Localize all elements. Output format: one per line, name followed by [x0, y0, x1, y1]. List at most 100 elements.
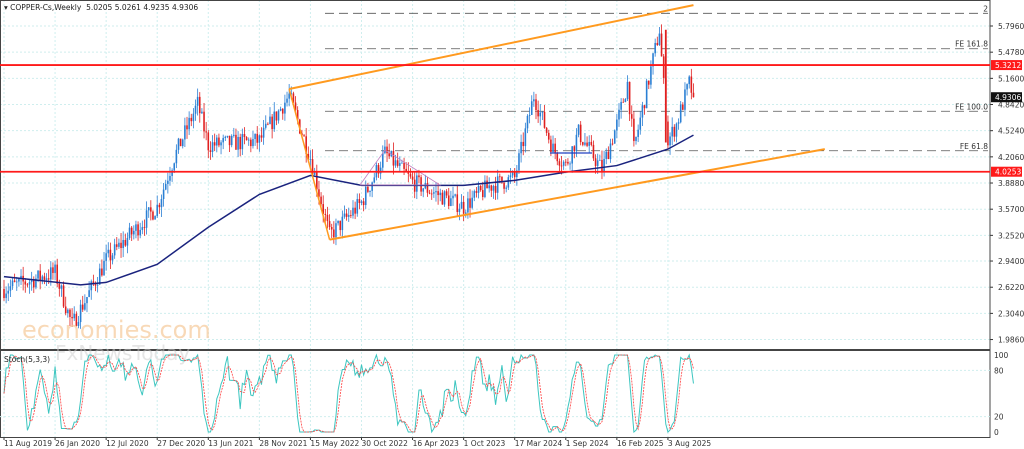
candle-body [230, 135, 233, 146]
candle-body [452, 195, 454, 199]
candle-body [358, 199, 361, 203]
candle-body [484, 180, 486, 198]
x-tick-label: 28 Nov 2021 [259, 439, 307, 448]
candle-body [420, 177, 422, 192]
candle-body [345, 213, 348, 217]
candle-body [145, 210, 148, 228]
candle-body [622, 101, 625, 103]
candle-body [309, 159, 312, 160]
candle-body [135, 224, 137, 231]
candle-body [158, 204, 161, 208]
candle-body [462, 201, 465, 214]
candle-body [626, 81, 629, 100]
candle-body [54, 264, 56, 273]
candle-body [264, 123, 267, 128]
candle-body [30, 279, 33, 283]
candle-body [350, 215, 352, 216]
candle-body [237, 136, 239, 150]
y-tick-label: 4.5240 [998, 127, 1024, 136]
candle-body [433, 192, 435, 194]
watermark-fxnewstoday: FxNewsToday [55, 341, 190, 365]
candle-body [130, 227, 133, 235]
candle-body [682, 104, 684, 110]
candle-body [322, 204, 324, 214]
candle-body [243, 134, 246, 138]
candle-body [445, 191, 448, 196]
candle-body [162, 189, 165, 200]
candle-body [633, 118, 635, 142]
candle-body [56, 264, 58, 284]
last-price-badge [991, 92, 1022, 103]
candle-body [564, 161, 567, 163]
candle-body [473, 191, 476, 198]
candle-body [650, 66, 652, 85]
candle-body [486, 180, 488, 189]
candle-body [356, 199, 359, 214]
candle-body [352, 207, 354, 216]
candle-body [571, 146, 573, 164]
candle-body [113, 244, 116, 256]
candle-body [545, 127, 548, 133]
candle-body [371, 182, 373, 191]
watermark-economies: economies.com [22, 316, 211, 344]
candle-body [143, 227, 146, 228]
candle-body [558, 161, 561, 166]
candle-body [369, 190, 371, 192]
ohlc-values: 5.0205 5.0261 4.9235 4.9306 [86, 3, 199, 12]
candle-body [339, 220, 342, 231]
candle-body [524, 128, 527, 147]
candle-body [567, 161, 569, 164]
candle-body [79, 304, 82, 323]
y-tick-label: 5.4780 [998, 48, 1024, 57]
candle-body [401, 162, 403, 164]
candle-body [109, 249, 112, 261]
candle-body [133, 230, 135, 235]
candle-body [496, 176, 499, 193]
level-label: 5.3212 [995, 61, 1021, 70]
candle-body [71, 316, 73, 319]
candle-body [84, 303, 86, 310]
candle-body [479, 185, 482, 191]
candle-body [456, 194, 459, 212]
candle-body [552, 143, 554, 153]
candle-body [609, 143, 612, 160]
candle-body [69, 309, 71, 317]
candle-body [399, 163, 401, 166]
candle-body [475, 191, 478, 193]
candle-body [86, 296, 88, 304]
candle-body [235, 134, 237, 150]
level-badge [991, 166, 1022, 177]
candle-body [292, 93, 295, 103]
candle-body [171, 170, 173, 176]
candle-body [507, 177, 510, 188]
y-tick-label: 3.5700 [998, 205, 1024, 214]
candle-body [464, 212, 467, 214]
candle-body [122, 239, 124, 249]
candle-body [216, 137, 218, 146]
candle-body [241, 134, 244, 150]
candle-body [118, 242, 120, 247]
x-tick-label: 3 Aug 2025 [668, 439, 711, 448]
candle-body [630, 114, 633, 119]
candle-body [584, 142, 586, 145]
candle-body [373, 177, 376, 183]
candle-body [686, 84, 688, 90]
candle-body [3, 289, 5, 299]
candle-body [541, 111, 544, 113]
candle-body [39, 270, 41, 281]
candle-body [396, 160, 399, 166]
candle-body [37, 270, 39, 279]
candle-body [509, 175, 512, 178]
candle-body [662, 56, 665, 78]
candle-body [254, 133, 256, 140]
candle-body [277, 110, 280, 121]
candle-body [439, 192, 442, 196]
candle-body [90, 281, 93, 291]
candle-body [554, 143, 556, 153]
stoch-level-label: 100 [994, 351, 1009, 360]
y-tick-label: 4.8420 [998, 101, 1024, 110]
candle-body [377, 165, 380, 174]
candle-body [52, 267, 54, 273]
candle-body [32, 279, 35, 288]
